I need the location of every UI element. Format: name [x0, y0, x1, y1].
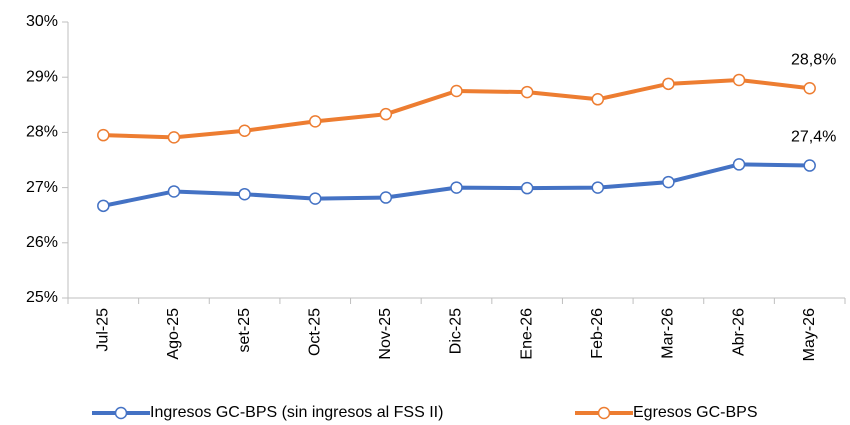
legend-label: Ingresos GC-BPS (sin ingresos al FSS II) — [150, 404, 443, 421]
y-tick-label: 29% — [26, 68, 58, 85]
point-marker — [238, 187, 251, 201]
point-marker — [732, 73, 746, 87]
point-marker — [662, 175, 675, 189]
x-tick-label: Abr-26 — [730, 308, 747, 356]
x-tick-label: Jul-25 — [95, 308, 112, 352]
x-tick-label: Nov-25 — [377, 308, 394, 360]
point-marker — [450, 84, 463, 98]
point-marker — [167, 131, 181, 144]
point-marker — [238, 124, 251, 137]
x-tick-label: May-26 — [801, 308, 818, 361]
legend-label: Egresos GC-BPS — [633, 404, 757, 421]
x-tick-label: Feb-26 — [589, 308, 606, 359]
x-tick-label: Oct-25 — [306, 308, 323, 356]
point-marker — [167, 185, 181, 198]
point-marker — [520, 85, 534, 99]
point-marker — [97, 199, 110, 213]
x-tick-label: Dic-25 — [448, 308, 465, 354]
point-marker — [379, 191, 393, 204]
point-marker — [732, 158, 746, 171]
y-tick-label: 30% — [26, 13, 58, 30]
x-tick-label: Mar-26 — [660, 308, 677, 359]
point-marker — [97, 128, 110, 142]
point-marker — [591, 181, 605, 194]
y-tick-label: 27% — [26, 179, 58, 196]
y-tick-label: 26% — [26, 234, 58, 251]
point-marker — [450, 181, 463, 194]
point-marker — [308, 115, 322, 128]
data-label: 27,4% — [791, 129, 836, 146]
x-tick-label: set-25 — [236, 308, 253, 353]
y-tick-label: 25% — [26, 289, 58, 306]
point-marker — [379, 107, 393, 121]
legend-marker — [114, 406, 128, 420]
legend-marker — [597, 406, 611, 420]
x-tick-label: Ene-26 — [518, 308, 535, 360]
point-marker — [803, 159, 816, 172]
point-marker — [591, 93, 605, 106]
point-marker — [308, 192, 322, 205]
point-marker — [520, 181, 534, 195]
x-tick-label: Ago-25 — [165, 308, 182, 360]
point-marker — [662, 77, 675, 91]
data-label: 28,8% — [791, 51, 836, 68]
y-tick-label: 28% — [26, 124, 58, 141]
point-marker — [803, 81, 816, 95]
